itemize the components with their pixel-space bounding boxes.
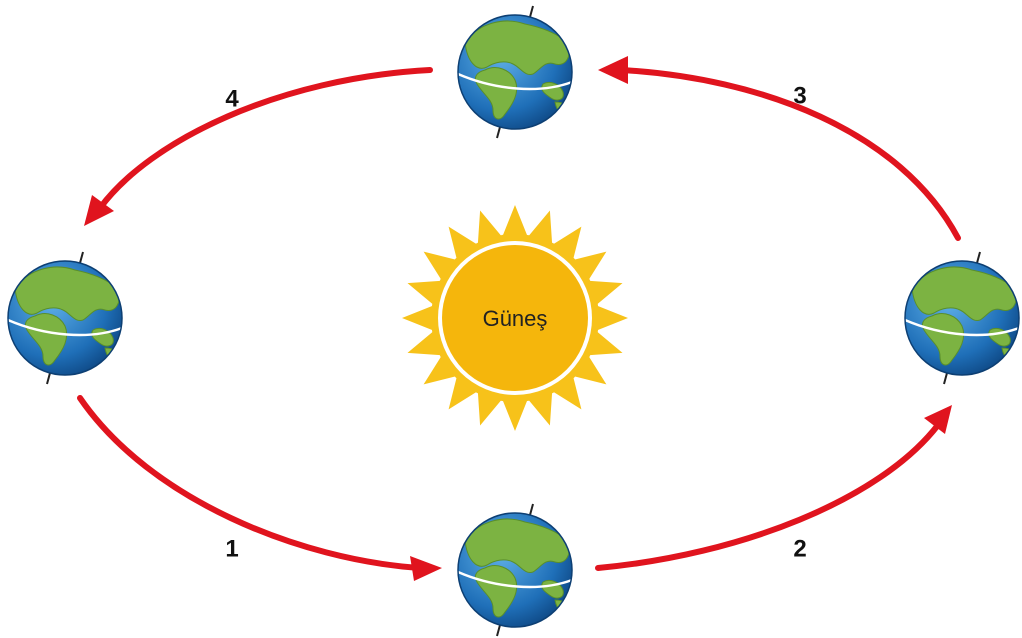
earth (458, 6, 572, 138)
sun-label: Güneş (483, 306, 548, 331)
arrow-label: 2 (793, 535, 806, 562)
earth (905, 252, 1019, 384)
sun: Güneş (402, 205, 628, 431)
arrow-label: 4 (225, 85, 239, 112)
arrowhead (410, 556, 442, 581)
arrow-label: 3 (793, 82, 806, 109)
earth (458, 504, 572, 636)
arrowhead (598, 56, 628, 84)
arrow-3 (622, 70, 958, 238)
arrow-1 (80, 398, 420, 568)
earth (8, 252, 122, 384)
arrow-2 (598, 425, 938, 568)
arrow-4 (100, 70, 430, 208)
arrow-label: 1 (225, 535, 238, 562)
orbit-diagram: 1 2 3 4 Güneş (0, 0, 1022, 638)
